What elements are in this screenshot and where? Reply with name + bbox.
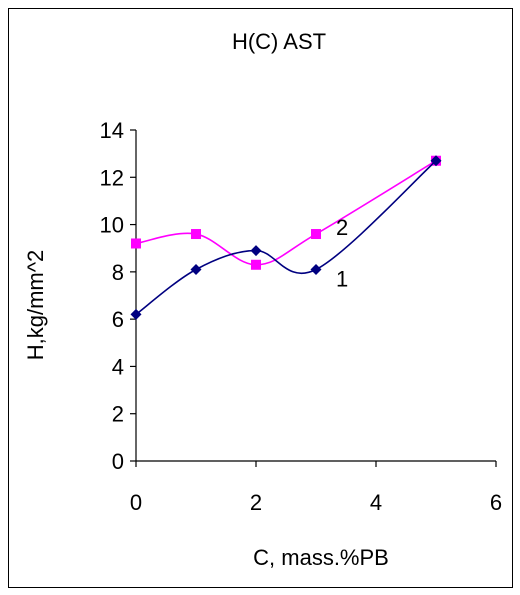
series-2-point [131,238,141,249]
series-layer: 12 [130,155,442,320]
y-tick-label: 2 [112,402,124,427]
series-2-point [191,229,201,240]
series-1-point [130,308,142,320]
y-tick-label: 6 [112,307,124,332]
series-1-point [250,245,262,257]
series-1-point [310,263,322,275]
series-2-point [251,259,261,270]
series-2 [131,155,441,270]
y-tick-label: 0 [112,449,124,474]
series-2-point [311,229,321,240]
series-1-line [135,160,437,316]
y-tick-label: 10 [100,213,124,238]
y-axis-label: H,kg/mm^2 [23,250,48,361]
series-1 [130,155,442,320]
series-1-point [430,155,442,167]
series-label: 2 [336,215,348,240]
x-tick-label: 4 [370,490,382,515]
x-axis-label: C, mass.%PB [253,545,389,570]
y-tick-label: 8 [112,260,124,285]
x-tick-label: 2 [250,490,262,515]
y-tick-label: 4 [112,354,124,379]
x-tick-label: 6 [490,490,502,515]
y-tick-label: 12 [100,165,124,190]
x-tick-label: 0 [130,490,142,515]
y-tick-label: 14 [100,118,124,143]
series-2-line [135,160,437,266]
series-1-point [190,263,202,275]
series-label: 1 [336,266,348,291]
chart-title: H(C) AST [232,29,326,54]
